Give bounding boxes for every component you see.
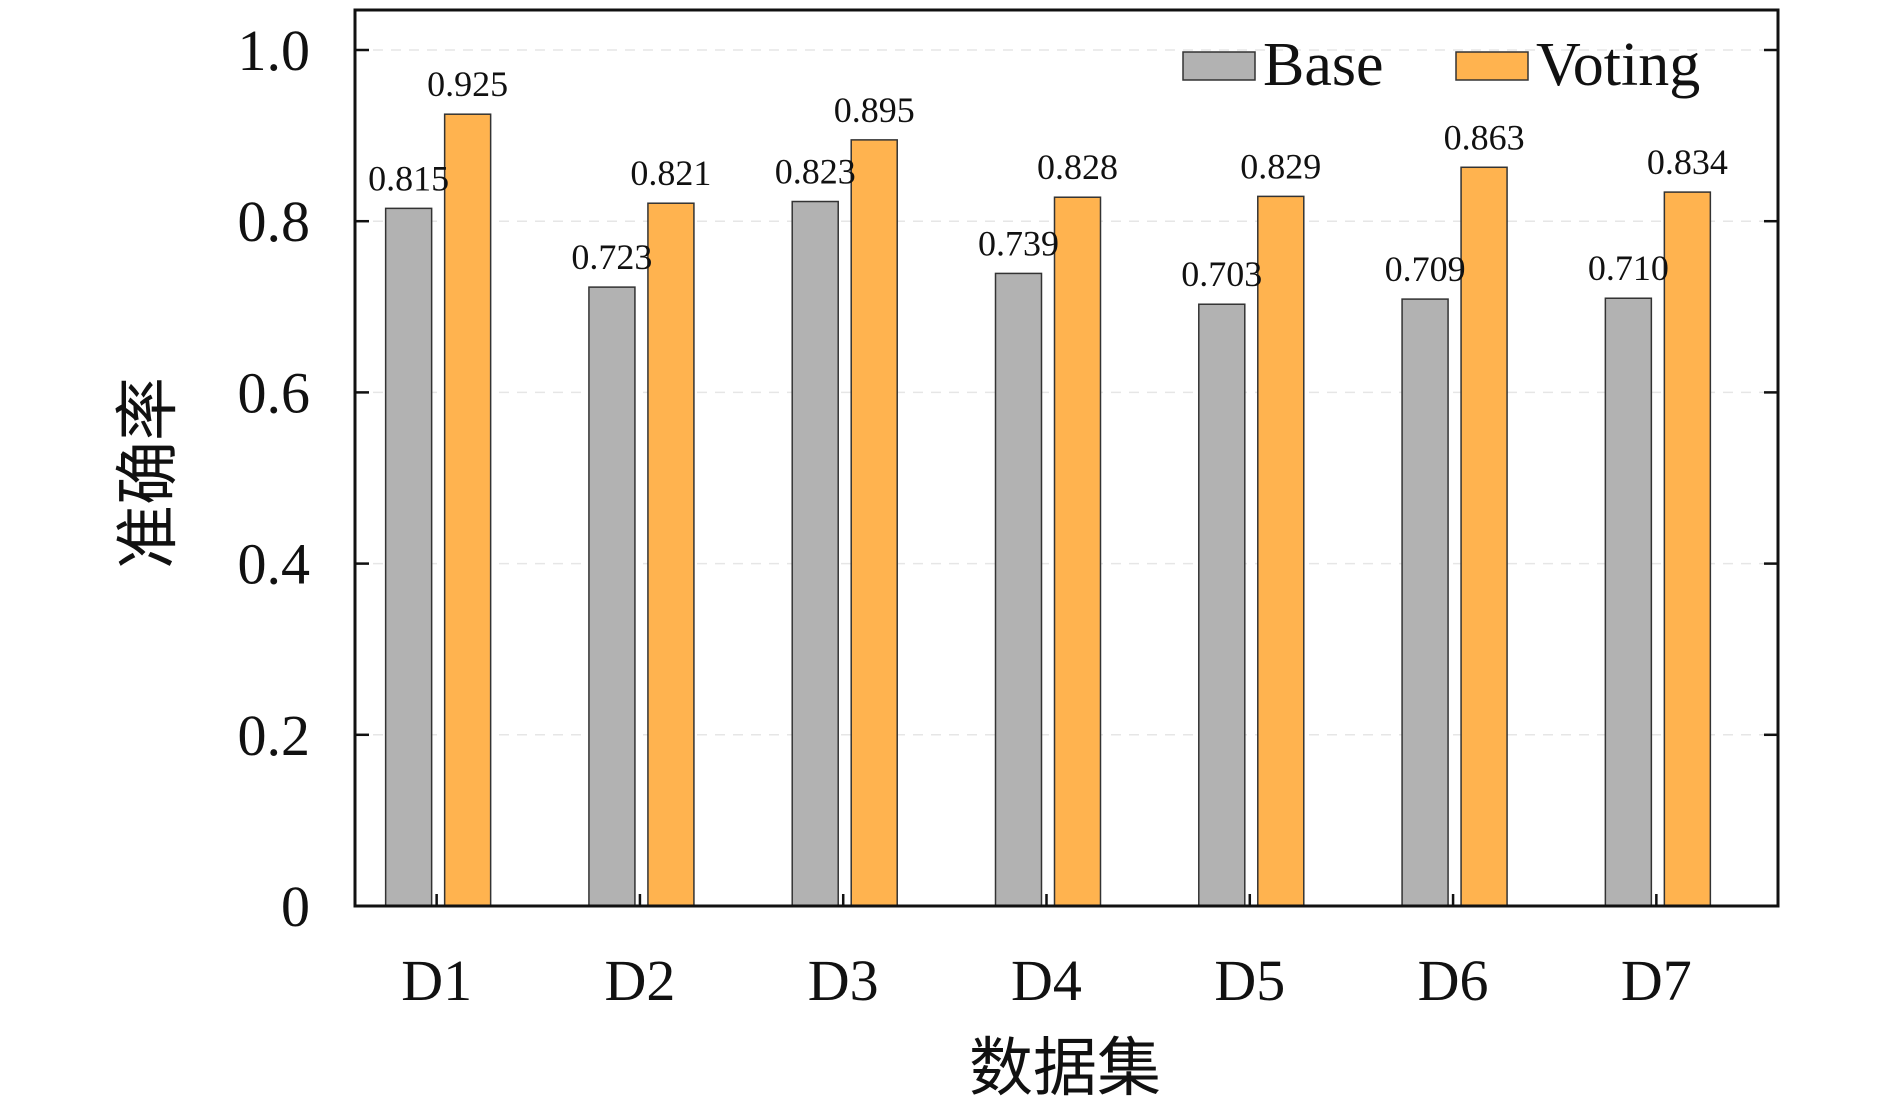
- plot-border: [353, 8, 1780, 908]
- legend-label-voting: Voting: [1536, 31, 1700, 99]
- x-axis-title: 数据集: [969, 1032, 1161, 1106]
- data-label-voting-d6: 0.863: [1444, 117, 1525, 157]
- bar-base-d1: [384, 207, 433, 907]
- bar-base-d4: [994, 272, 1043, 907]
- data-label-base-d5: 0.703: [1181, 254, 1262, 294]
- data-label-base-d4: 0.739: [978, 223, 1059, 263]
- bar-voting-d3: [850, 139, 898, 907]
- y-tick-label: 1.0: [238, 18, 311, 83]
- y-tick-label: 0: [281, 874, 310, 939]
- data-label-voting-d3: 0.895: [834, 90, 915, 130]
- x-tick-label-d6: D6: [1418, 948, 1489, 1013]
- bars: [384, 113, 1712, 907]
- data-label-base-d7: 0.710: [1588, 248, 1669, 288]
- bar-base-d5: [1198, 303, 1246, 907]
- y-axis-title: 准确率: [112, 377, 186, 569]
- x-tick-label-d1: D1: [401, 948, 472, 1013]
- data-label-voting-d5: 0.829: [1240, 146, 1321, 186]
- legend-swatch-base: [1182, 51, 1256, 81]
- bar-voting-d7: [1663, 191, 1712, 907]
- y-tick-label: 0.2: [238, 703, 311, 768]
- legend: Base Voting: [1182, 31, 1700, 99]
- y-tick-label: 0.8: [238, 189, 311, 254]
- y-tick-label: 0.6: [238, 360, 311, 425]
- x-tick-label-d3: D3: [808, 948, 879, 1013]
- data-labels: 0.815 0.925 0.723 0.821 0.823 0.895 0.739 0.828…: [368, 64, 1728, 294]
- data-label-voting-d1: 0.925: [427, 64, 508, 104]
- data-label-voting-d2: 0.821: [630, 153, 711, 193]
- bar-voting-d2: [647, 202, 695, 907]
- bar-voting-d6: [1460, 166, 1508, 907]
- axis-ticks: D1 D2 D3 D4 D5 D6 D7 0 0.2 0.4 0.6 0.8 1.0: [238, 18, 1778, 1013]
- data-label-voting-d4: 0.828: [1037, 147, 1118, 187]
- x-tick-label-d5: D5: [1214, 948, 1285, 1013]
- data-label-base-d3: 0.823: [775, 152, 856, 192]
- y-tick-label: 0.4: [238, 532, 311, 597]
- bar-base-d2: [588, 286, 636, 907]
- legend-label-base: Base: [1263, 31, 1384, 99]
- bar-base-d3: [791, 200, 839, 907]
- bar-base-d7: [1604, 297, 1653, 907]
- legend-swatch-voting: [1455, 51, 1529, 81]
- x-tick-label-d4: D4: [1011, 948, 1082, 1013]
- x-tick-label-d7: D7: [1621, 948, 1692, 1013]
- bar-voting-d1: [443, 113, 492, 907]
- data-label-base-d2: 0.723: [571, 237, 652, 277]
- x-tick-label-d2: D2: [604, 948, 675, 1013]
- bar-voting-d4: [1053, 196, 1102, 907]
- bar-base-d6: [1401, 298, 1449, 907]
- data-label-base-d1: 0.815: [368, 158, 449, 198]
- plot-frame: [353, 8, 1780, 908]
- data-label-base-d6: 0.709: [1385, 249, 1466, 289]
- bar-voting-d5: [1257, 195, 1305, 907]
- data-label-voting-d7: 0.834: [1647, 142, 1728, 182]
